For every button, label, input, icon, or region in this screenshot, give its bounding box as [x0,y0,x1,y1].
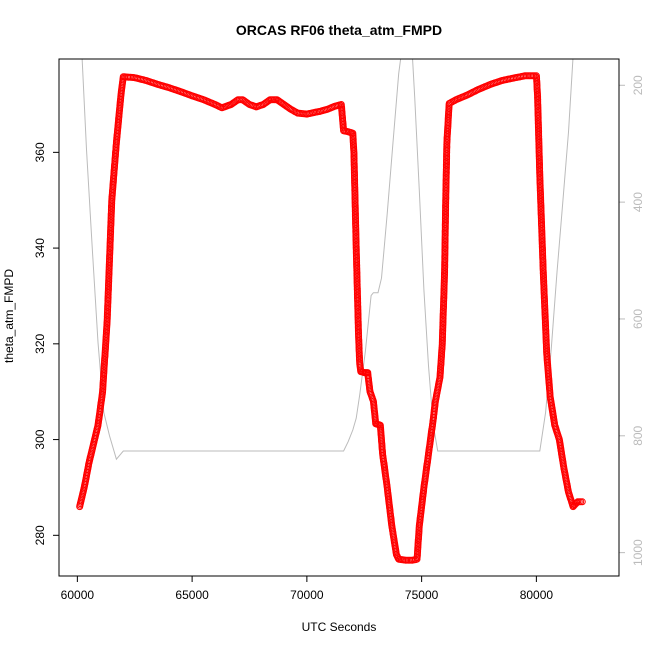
x-tick-label: 65000 [175,588,209,602]
x-tick-label: 80000 [520,588,554,602]
y-tick-label: 360 [33,142,47,162]
y-tick-label: 280 [33,525,47,545]
secondary-series-line [81,59,574,461]
y-tick-label: 340 [33,238,47,258]
data-points-layer [76,72,586,564]
y2-tick-label: 400 [631,192,645,212]
axes-layer: 60000 65000 70000 75000 80000 280 300 320 340 360… [33,75,645,602]
y-tick-label: 300 [33,429,47,449]
chart-title: ORCAS RF06 theta_atm_FMPD [236,22,442,38]
x-tick-label: 60000 [61,588,95,602]
y2-tick-label: 200 [631,75,645,95]
y2-tick-label: 1000 [631,539,645,566]
y-tick-label: 320 [33,333,47,353]
y2-tick-label: 600 [631,309,645,329]
data-point [578,498,586,506]
data-point [264,97,272,105]
secondary-series-layer [81,59,574,461]
x-tick-label: 75000 [405,588,439,602]
y2-tick-label: 800 [631,425,645,445]
y-axis-label: theta_atm_FMPD [2,269,16,363]
plot-frame [58,58,620,577]
x-axis-label: UTC Seconds [302,620,377,634]
x-tick-label: 70000 [290,588,324,602]
